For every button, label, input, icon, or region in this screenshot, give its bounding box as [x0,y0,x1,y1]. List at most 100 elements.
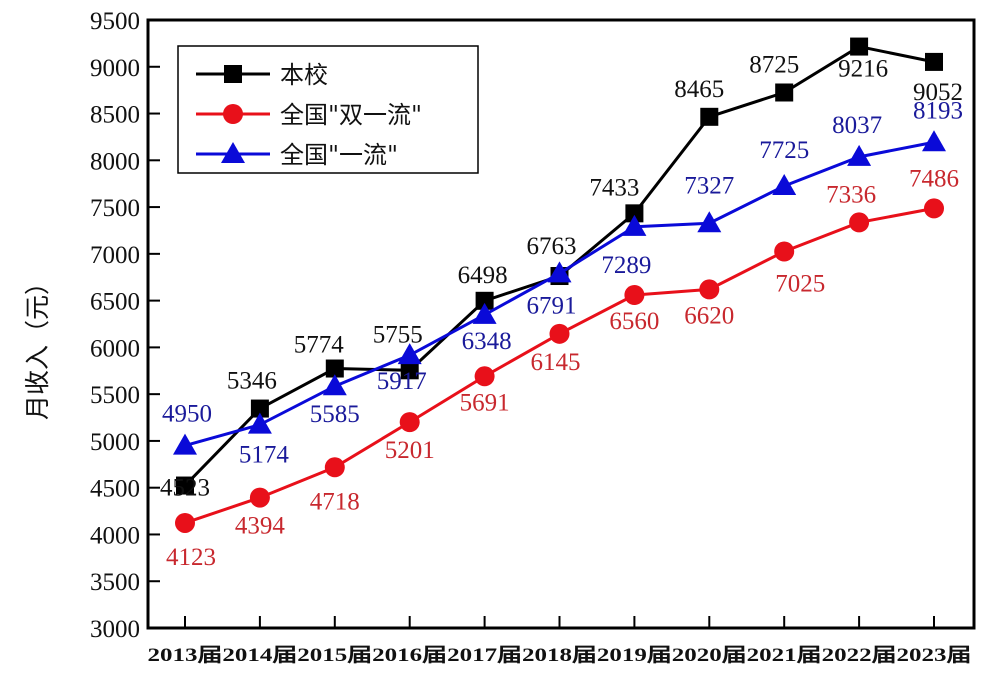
data-label: 4123 [166,544,216,571]
y-tick-label: 4500 [90,476,140,503]
square-marker-icon [700,107,719,126]
x-tick-label: 2015届 [297,644,372,666]
y-tick-label: 3000 [90,616,140,643]
y-tick-label: 4000 [90,522,140,549]
square-marker-icon [176,476,194,495]
circle-marker-icon [924,198,944,219]
triangle-marker-icon [472,302,497,324]
circle-marker-icon [474,366,495,387]
data-label: 5174 [239,442,290,469]
y-tick-label: 8500 [90,102,140,129]
data-label: 5201 [385,437,435,464]
x-tick-label: 2017届 [447,644,522,666]
data-label: 8465 [674,76,724,103]
triangle-marker-icon [397,343,422,365]
square-marker-icon [625,204,644,223]
triangle-marker-icon [622,214,647,236]
y-tick-label: 6000 [90,335,140,362]
circle-marker-icon [624,285,645,306]
data-label: 7289 [601,252,651,279]
circle-marker-icon [549,323,570,344]
y-axis-label: 月收入（元） [23,270,52,420]
square-marker-icon [925,52,943,71]
x-tick-label: 2014届 [222,644,297,666]
y-tick-label: 9500 [90,8,140,35]
data-label: 7486 [909,165,959,192]
square-marker-icon [775,83,794,102]
data-label: 9052 [913,79,963,106]
triangle-marker-icon [847,144,872,166]
square-marker-icon [224,65,242,83]
triangle-marker-icon [322,374,347,396]
circle-marker-icon [223,104,243,124]
data-label: 5691 [460,389,510,416]
data-label: 7725 [759,137,809,164]
triangle-marker-icon [697,211,722,233]
data-label: 7327 [684,172,734,199]
data-label: 7336 [826,181,876,208]
x-tick-label: 2022届 [822,644,897,666]
data-label: 6763 [527,233,577,260]
data-label: 6560 [609,308,659,335]
chart-series [173,37,946,533]
x-tick-label: 2016届 [372,644,447,666]
chart-axes: 3000 3500 4000 4500 5000 5500 6000 6500 7000 7500… [90,8,976,666]
x-tick-label: 2019届 [597,644,672,666]
triangle-marker-icon [247,412,272,434]
circle-marker-icon [249,487,270,508]
circle-marker-icon [175,512,195,533]
y-tick-label: 5000 [90,429,140,456]
circle-marker-icon [849,212,870,233]
x-tick-label: 2021届 [747,644,822,666]
data-label: 7433 [589,174,639,201]
y-tick-label: 9000 [90,55,140,82]
data-label: 6145 [531,349,581,376]
triangle-marker-icon [922,130,946,152]
y-tick-label: 7500 [90,195,140,222]
data-label: 5917 [377,368,427,395]
data-label: 4718 [310,488,360,515]
circle-marker-icon [699,279,720,300]
y-tick-label: 8000 [90,148,140,175]
data-label: 4950 [162,401,212,428]
data-label: 5755 [373,321,423,348]
x-tick-label: 2020届 [672,644,747,666]
data-label: 9216 [838,56,888,83]
legend-label: 全国"双一流" [280,101,422,129]
x-tick-label: 2013届 [148,644,223,666]
data-label: 8725 [749,51,799,78]
data-label: 5774 [294,332,345,359]
plot-frame [146,18,976,630]
data-label: 6498 [458,262,508,289]
y-tick-label: 5500 [90,382,140,409]
triangle-marker-icon [547,261,572,283]
square-marker-icon [325,359,344,378]
data-label: 8037 [832,112,882,139]
triangle-marker-icon [772,174,797,196]
triangle-marker-icon [221,142,245,163]
data-label: 7025 [775,271,825,298]
legend-label: 全国"一流" [280,141,398,169]
square-marker-icon [475,291,494,310]
data-label: 4523 [160,475,210,502]
data-label: 4394 [235,513,286,540]
square-marker-icon [850,37,869,56]
triangle-marker-icon [173,433,197,455]
square-marker-icon [400,361,419,380]
circle-marker-icon [324,457,345,478]
square-marker-icon [250,399,269,418]
legend-label: 本校 [280,61,328,89]
data-label: 5585 [310,401,360,428]
circle-marker-icon [774,241,795,262]
data-label: 6620 [684,302,734,329]
data-label: 5346 [227,368,277,395]
data-label: 6348 [462,328,512,355]
y-tick-label: 7000 [90,242,140,269]
data-label: 6791 [527,292,577,319]
data-labels: 4523 5346 5774 5755 6498 6763 7433 8465 8725 9216… [160,51,963,570]
y-tick-label: 3500 [90,569,140,596]
x-tick-label: 2018届 [522,644,597,666]
data-label: 8193 [913,97,963,124]
